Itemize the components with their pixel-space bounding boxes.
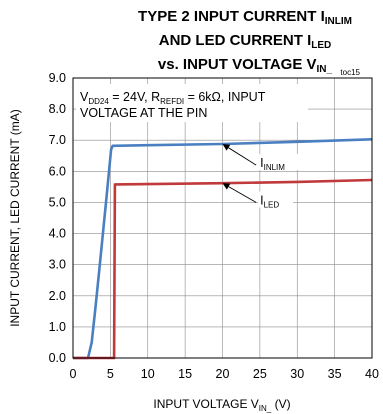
annotation-arrowhead-1	[222, 183, 231, 190]
conditions-background	[76, 84, 308, 122]
x-tick-labels: 0 5 10 15 20 25 30 35 40	[70, 367, 379, 381]
y-tick-label: 6.0	[49, 164, 66, 178]
annotation-label-bg-1	[258, 191, 294, 208]
annotation-label-1: ILED	[260, 193, 279, 209]
x-tick-label: 5	[107, 367, 114, 381]
title-line-3: vs. INPUT VOLTAGE VIN_	[158, 56, 333, 75]
y-tick-label: 7.0	[49, 133, 66, 147]
y-tick-label: 8.0	[49, 102, 66, 116]
conditions-line-2: VOLTAGE AT THE PIN	[80, 106, 207, 120]
plot-frame	[72, 77, 373, 359]
annotation-label-bg-0	[258, 154, 308, 171]
y-axis-label: INPUT CURRENT, LED CURRENT (mA)	[8, 109, 22, 327]
annotations: IINLIM ILED	[222, 143, 308, 209]
y-tick-label: 1.0	[49, 320, 66, 334]
y-tick-label: 3.0	[49, 258, 66, 272]
x-tick-label: 0	[70, 367, 77, 381]
x-tick-label: 30	[290, 367, 304, 381]
chart-title: TYPE 2 INPUT CURRENT IINLIM AND LED CURR…	[138, 8, 352, 75]
y-tick-label: 5.0	[49, 195, 66, 209]
y-tick-label: 0.0	[49, 351, 66, 365]
x-tick-label: 40	[365, 367, 379, 381]
y-tick-label: 9.0	[49, 71, 66, 85]
annotation-arrowhead-0	[222, 143, 231, 151]
annotation-leader-1	[228, 186, 257, 203]
title-line-1: TYPE 2 INPUT CURRENT IINLIM	[138, 8, 352, 27]
series-line-inlim	[73, 138, 373, 360]
x-tick-label: 15	[178, 367, 192, 381]
annotation-label-0: IINLIM	[260, 156, 285, 172]
title-line-2: AND LED CURRENT ILED	[159, 32, 332, 51]
figure-id: toc15	[340, 68, 360, 77]
conditions-line-1: VDD24 = 24V, RREFDI = 6kΩ, INPUT	[80, 90, 266, 106]
y-tick-labels: 0.0 1.0 2.0 3.0 4.0 5.0 6.0 7.0 8.0 9.0	[49, 71, 66, 365]
x-tick-label: 25	[253, 367, 267, 381]
x-axis-label: INPUT VOLTAGE VIN_ (V)	[153, 397, 290, 413]
x-tick-label: 20	[216, 367, 230, 381]
x-tick-label: 35	[328, 367, 342, 381]
y-tick-label: 4.0	[49, 227, 66, 241]
y-tick-label: 2.0	[49, 289, 66, 303]
x-tick-label: 10	[141, 367, 155, 381]
conditions-box: VDD24 = 24V, RREFDI = 6kΩ, INPUT VOLTAGE…	[76, 84, 308, 122]
annotation-leader-0	[228, 147, 257, 166]
